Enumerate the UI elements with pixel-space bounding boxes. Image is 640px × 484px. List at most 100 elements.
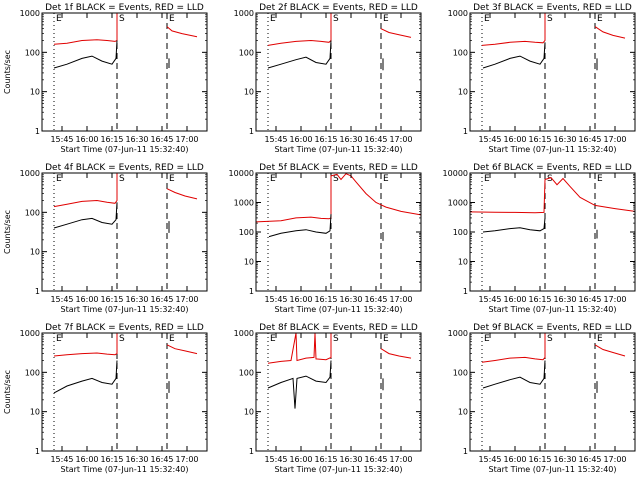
plot-frame bbox=[469, 332, 636, 452]
chart-title: Det 3f BLACK = Events, RED = LLD bbox=[473, 3, 632, 13]
x-axis-label: Start Time (07-Jun-11 15:32:40) bbox=[61, 465, 189, 474]
marker-label-1: E bbox=[270, 14, 276, 24]
x-axis-label: Start Time (07-Jun-11 15:32:40) bbox=[275, 145, 403, 154]
series-lld-segment-2 bbox=[594, 344, 626, 357]
y-axis-label: Counts/sec bbox=[3, 50, 12, 94]
marker-label-2: S bbox=[119, 174, 125, 184]
x-tick-label: 17:00 bbox=[603, 455, 626, 464]
x-tick-label: 16:45 bbox=[364, 455, 387, 464]
series-lld-segment-1 bbox=[481, 333, 546, 363]
y-tick-label: 1000 bbox=[20, 9, 40, 18]
series-lld-segment-2 bbox=[380, 28, 412, 38]
chart-title: Det 9f BLACK = Events, RED = LLD bbox=[473, 323, 632, 333]
y-tick-label: 10000 bbox=[443, 169, 468, 178]
y-tick-label: 10 bbox=[30, 88, 40, 97]
marker-label-1: E bbox=[56, 174, 62, 184]
y-tick-label: 1 bbox=[463, 127, 468, 136]
x-tick-label: 16:00 bbox=[503, 455, 526, 464]
x-tick-label: 15:45 bbox=[478, 295, 501, 304]
x-axis-label: Start Time (07-Jun-11 15:32:40) bbox=[61, 305, 189, 314]
chart-title: Det 5f BLACK = Events, RED = LLD bbox=[259, 163, 418, 173]
series-lld-segment-1 bbox=[481, 13, 546, 46]
x-tick-label: 16:00 bbox=[289, 295, 312, 304]
x-tick-label: 17:00 bbox=[603, 135, 626, 144]
x-tick-label: 16:45 bbox=[150, 455, 173, 464]
x-tick-label: 16:00 bbox=[289, 455, 312, 464]
series-lld-segment-1 bbox=[267, 333, 332, 364]
x-tick-label: 16:30 bbox=[553, 135, 576, 144]
x-tick-label: 15:45 bbox=[50, 455, 73, 464]
x-tick-label: 16:15 bbox=[100, 135, 123, 144]
x-tick-label: 15:45 bbox=[50, 135, 73, 144]
y-tick-label: 10 bbox=[244, 408, 254, 417]
y-tick-label: 1000 bbox=[20, 329, 40, 338]
plot-frame bbox=[41, 332, 208, 452]
chart-title: Det 1f BLACK = Events, RED = LLD bbox=[45, 3, 204, 13]
marker-label-2: S bbox=[547, 334, 553, 344]
chart-title: Det 6f BLACK = Events, RED = LLD bbox=[473, 163, 632, 173]
marker-label-2: S bbox=[547, 174, 553, 184]
y-tick-label: 1 bbox=[249, 127, 254, 136]
y-tick-label: 1 bbox=[35, 447, 40, 456]
plot-frame bbox=[41, 12, 208, 132]
x-tick-label: 16:30 bbox=[339, 135, 362, 144]
chart-title: Det 7f BLACK = Events, RED = LLD bbox=[45, 323, 204, 333]
marker-label-2: S bbox=[333, 174, 339, 184]
x-tick-label: 17:00 bbox=[175, 295, 198, 304]
y-tick-label: 100 bbox=[239, 228, 254, 237]
x-tick-label: 16:00 bbox=[503, 295, 526, 304]
series-lld-segment-2 bbox=[594, 26, 626, 39]
y-tick-label: 1 bbox=[463, 287, 468, 296]
y-tick-label: 100 bbox=[453, 228, 468, 237]
y-tick-label: 100 bbox=[25, 48, 40, 57]
y-tick-label: 100 bbox=[25, 208, 40, 217]
x-tick-label: 17:00 bbox=[603, 295, 626, 304]
y-tick-label: 10 bbox=[458, 408, 468, 417]
plot-frame bbox=[469, 172, 636, 292]
x-tick-label: 16:30 bbox=[125, 455, 148, 464]
series-events-segment-1 bbox=[482, 42, 546, 69]
x-tick-label: 16:15 bbox=[528, 295, 551, 304]
x-tick-label: 15:45 bbox=[50, 295, 73, 304]
marker-label-3: E bbox=[169, 334, 175, 344]
plot-frame bbox=[255, 332, 422, 452]
marker-label-3: E bbox=[383, 174, 389, 184]
x-tick-label: 16:00 bbox=[289, 135, 312, 144]
x-axis-label: Start Time (07-Jun-11 15:32:40) bbox=[489, 145, 617, 154]
series-events-segment-1 bbox=[53, 360, 118, 394]
x-tick-label: 17:00 bbox=[389, 455, 412, 464]
y-tick-label: 10 bbox=[458, 88, 468, 97]
y-tick-label: 10000 bbox=[229, 169, 254, 178]
y-tick-label: 10 bbox=[244, 88, 254, 97]
marker-label-3: E bbox=[597, 334, 603, 344]
series-lld-segment-1 bbox=[53, 13, 118, 45]
plot-frame bbox=[469, 12, 636, 132]
x-tick-label: 16:15 bbox=[100, 295, 123, 304]
x-tick-label: 16:00 bbox=[75, 295, 98, 304]
x-tick-label: 16:15 bbox=[314, 135, 337, 144]
x-tick-label: 16:15 bbox=[528, 455, 551, 464]
x-tick-label: 17:00 bbox=[389, 295, 412, 304]
x-tick-label: 15:45 bbox=[264, 135, 287, 144]
marker-label-3: E bbox=[597, 14, 603, 24]
chart-title: Det 4f BLACK = Events, RED = LLD bbox=[45, 163, 204, 173]
y-tick-label: 10 bbox=[458, 258, 468, 267]
series-lld-segment-1 bbox=[53, 333, 118, 357]
x-axis-label: Start Time (07-Jun-11 15:32:40) bbox=[489, 305, 617, 314]
x-tick-label: 16:45 bbox=[364, 135, 387, 144]
x-tick-label: 16:45 bbox=[578, 135, 601, 144]
series-events-segment-1 bbox=[53, 202, 118, 229]
x-tick-label: 16:00 bbox=[75, 455, 98, 464]
x-tick-label: 15:45 bbox=[264, 455, 287, 464]
series-events-segment-1 bbox=[53, 40, 118, 69]
series-events-segment-1 bbox=[482, 360, 546, 389]
series-lld-segment-2 bbox=[166, 26, 198, 38]
x-tick-label: 16:45 bbox=[578, 455, 601, 464]
x-tick-label: 17:00 bbox=[389, 135, 412, 144]
y-tick-label: 100 bbox=[453, 48, 468, 57]
x-tick-label: 16:15 bbox=[314, 455, 337, 464]
